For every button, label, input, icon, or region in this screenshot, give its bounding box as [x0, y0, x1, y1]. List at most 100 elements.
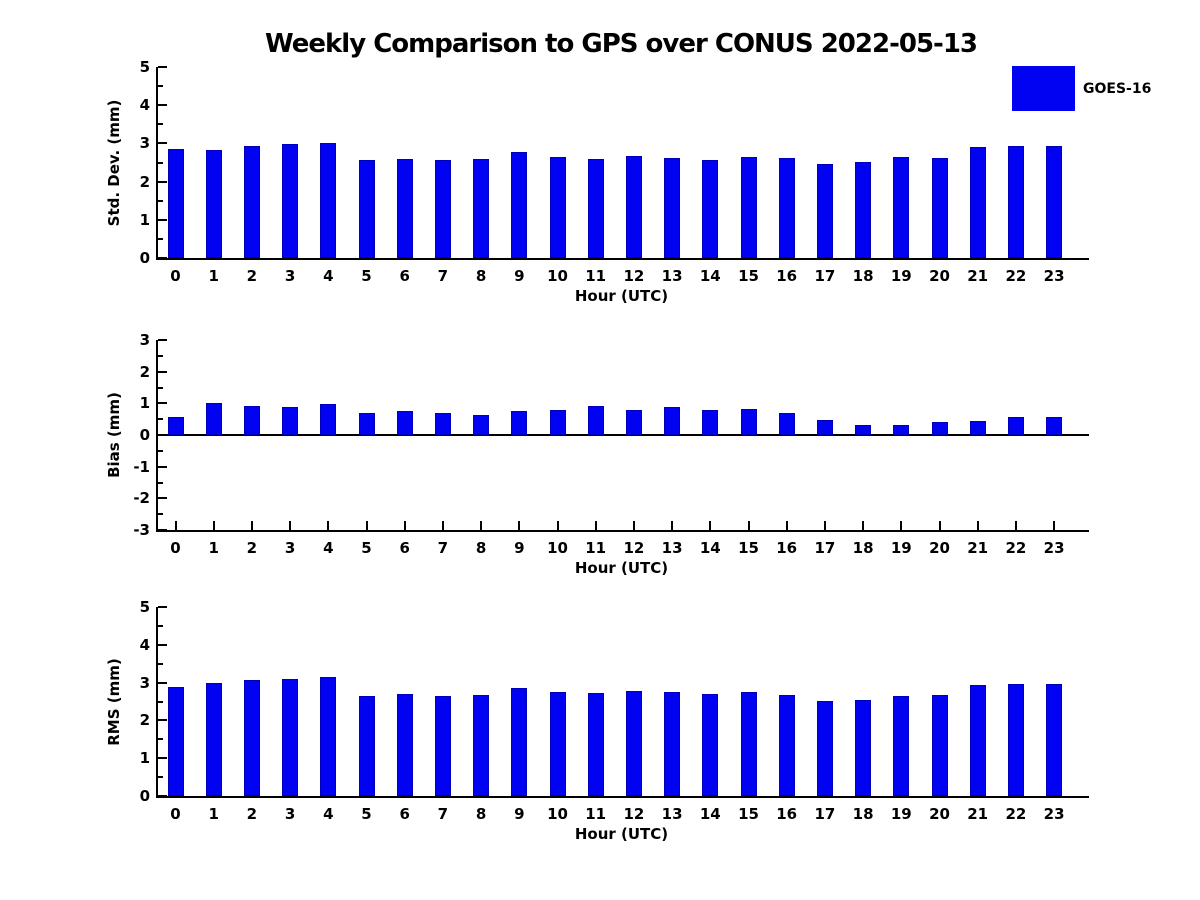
y-minor-tick	[158, 738, 163, 741]
x-tick-label: 6	[399, 539, 410, 557]
x-tick	[480, 521, 483, 530]
x-tick	[671, 521, 674, 530]
y-minor-tick	[158, 700, 163, 703]
x-tick-label: 0	[170, 805, 181, 823]
x-tick-label: 10	[547, 267, 568, 285]
x-tick	[862, 521, 865, 530]
bar	[931, 157, 948, 258]
x-tick-label: 22	[1005, 267, 1027, 285]
x-tick-label: 19	[890, 539, 912, 557]
bar	[702, 694, 719, 796]
x-tick	[518, 521, 521, 530]
x-tick	[212, 521, 215, 530]
x-tick-label: 17	[814, 267, 836, 285]
x-tick-label: 14	[699, 267, 721, 285]
y-minor-tick	[158, 123, 163, 126]
x-tick-label: 9	[514, 805, 525, 823]
x-tick	[632, 521, 635, 530]
bar	[664, 406, 681, 435]
bar	[549, 156, 566, 258]
y-tick	[158, 66, 167, 68]
bar	[167, 149, 184, 258]
x-tick-label: 17	[814, 805, 836, 823]
bar	[587, 693, 604, 796]
x-tick-label: 12	[623, 267, 645, 285]
bar	[396, 158, 413, 258]
y-tick	[158, 180, 167, 183]
x-tick	[785, 521, 788, 530]
y-minor-tick	[158, 237, 163, 240]
bar	[778, 694, 795, 796]
x-tick-label: 2	[246, 539, 258, 557]
bar	[511, 410, 528, 435]
x-tick	[556, 521, 559, 530]
x-tick-label: 3	[284, 267, 296, 285]
x-tick-label: 15	[738, 539, 759, 557]
x-tick	[938, 521, 941, 530]
bar	[778, 158, 795, 258]
x-tick-label: 16	[776, 539, 798, 557]
y-minor-tick	[158, 513, 163, 516]
x-tick-label: 8	[475, 539, 487, 557]
bar	[167, 416, 184, 435]
x-tick-label: 20	[929, 267, 950, 285]
bar	[893, 425, 910, 435]
bar	[396, 693, 413, 796]
legend: GOES-16	[1012, 66, 1151, 111]
y-tick-label: 1	[139, 210, 150, 229]
x-tick-label: 1	[208, 267, 219, 285]
x-tick	[594, 521, 597, 530]
x-tick-label: 17	[814, 539, 836, 557]
x-tick	[1053, 521, 1056, 530]
x-axis-label: Hour (UTC)	[574, 825, 669, 843]
x-tick-label: 14	[699, 539, 721, 557]
y-tick	[158, 606, 167, 608]
x-tick-label: 10	[547, 805, 568, 823]
y-minor-tick	[158, 161, 163, 164]
x-tick-label: 13	[661, 539, 683, 557]
x-tick-label: 15	[738, 267, 759, 285]
x-tick-label: 16	[776, 805, 798, 823]
x-tick	[976, 521, 979, 530]
y-tick	[158, 434, 167, 436]
x-tick-label: 2	[246, 267, 258, 285]
x-tick-label: 12	[623, 539, 645, 557]
y-tick	[158, 681, 167, 684]
x-tick-label: 19	[890, 267, 912, 285]
y-tick-label: -2	[133, 489, 150, 508]
x-tick-label: 7	[437, 267, 449, 285]
y-tick-label: 2	[139, 172, 150, 191]
x-tick-label: 1	[208, 805, 219, 823]
x-tick-label: 8	[475, 267, 487, 285]
x-tick-label: 7	[437, 805, 449, 823]
bar	[434, 160, 451, 258]
bar	[511, 151, 528, 258]
bar	[855, 699, 872, 796]
y-tick-label: 5	[139, 58, 150, 76]
x-tick	[327, 521, 330, 530]
x-tick-label: 6	[399, 267, 410, 285]
bar	[243, 405, 260, 435]
x-tick-label: 5	[361, 539, 372, 557]
x-tick-label: 4	[323, 267, 334, 285]
x-tick	[289, 521, 292, 530]
bar	[702, 410, 719, 435]
x-tick-label: 23	[1043, 805, 1065, 823]
y-minor-tick	[158, 481, 163, 484]
bar	[243, 146, 260, 258]
y-minor-tick	[158, 776, 163, 779]
bar	[396, 410, 413, 435]
y-axis-label: RMS (mm)	[105, 657, 123, 746]
x-tick-label: 23	[1043, 267, 1065, 285]
y-tick-label: 3	[139, 673, 150, 692]
y-tick	[158, 529, 167, 531]
x-tick-label: 9	[514, 539, 525, 557]
bar	[969, 684, 986, 796]
x-tick	[823, 521, 826, 530]
x-tick-label: 20	[929, 805, 950, 823]
bar	[243, 680, 260, 796]
x-tick	[900, 521, 903, 530]
y-tick	[158, 339, 167, 341]
x-tick	[1014, 521, 1017, 530]
